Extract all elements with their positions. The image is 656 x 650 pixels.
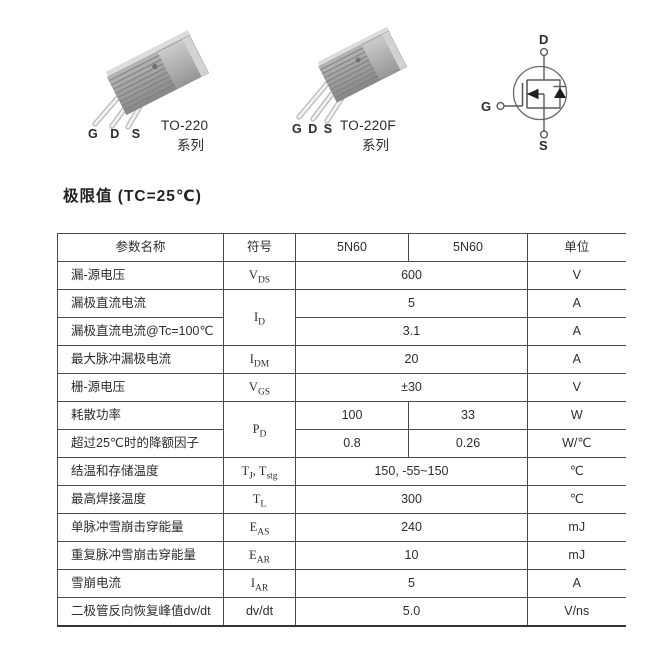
mosfet-symbol — [496, 47, 568, 139]
gate-terminal-icon — [496, 101, 505, 111]
param-name-cell: 栅-源电压 — [57, 373, 224, 402]
unit-cell: W — [527, 401, 626, 430]
param-name-cell: 漏-源电压 — [57, 261, 224, 290]
param-name-cell: 漏极直流电流@Tc=100℃ — [57, 317, 224, 346]
unit-cell: mJ — [527, 513, 626, 542]
unit-cell: ℃ — [527, 457, 626, 486]
unit-cell: W/℃ — [527, 429, 626, 458]
to220-body — [105, 30, 209, 116]
to220f-mounting-hole — [355, 57, 361, 63]
symbol-cell: ID — [223, 289, 296, 346]
to220-package-drawing: G D S TO-220 系列 — [88, 30, 209, 153]
value-cell: ±30 — [295, 373, 528, 402]
unit-cell: V — [527, 261, 626, 290]
value-cell: 600 — [295, 261, 528, 290]
channel-arrow-icon — [527, 88, 539, 100]
param-name-cell: 结温和存储温度 — [57, 457, 224, 486]
symbol-cell: TL — [223, 485, 296, 514]
unit-cell: A — [527, 289, 626, 318]
table-row: 漏-源电压 VDS 600 V — [57, 261, 626, 290]
value-cell: 240 — [295, 513, 528, 542]
gate-label: G — [481, 99, 491, 114]
table-row: 重复脉冲雪崩击穿能量 EAR 10 mJ — [57, 541, 626, 570]
mosfet-symbol-circle — [512, 65, 568, 121]
unit-cell: V — [527, 373, 626, 402]
table-row: 耗散功率 PD 100 33 W — [57, 401, 626, 458]
value-cell: 5.0 — [295, 597, 528, 627]
value-cell: 150, -55~150 — [295, 457, 528, 486]
symbol-cell: EAR — [223, 541, 296, 570]
table-header-row: 参数名称 符号 5N60 5N60 单位 — [57, 233, 626, 262]
unit-cell: ℃ — [527, 485, 626, 514]
param-name-cell: 漏极直流电流 — [57, 289, 224, 318]
param-name-cell: 二极管反向恢复峰值dv/dt — [57, 597, 224, 627]
param-name-cell: 超过25℃时的降额因子 — [57, 429, 224, 458]
unit-cell: A — [527, 345, 626, 374]
unit-cell: V/ns — [527, 597, 626, 627]
value-cell: 0.8 — [295, 429, 409, 458]
to220f-package-name: TO-220F — [340, 118, 396, 133]
header-cell: 符号 — [223, 233, 296, 262]
symbol-cell: IDM — [223, 345, 296, 374]
table-row: 雪崩电流 IAR 5 A — [57, 569, 626, 598]
to220-series-label: 系列 — [177, 138, 204, 153]
table-row: 二极管反向恢复峰值dv/dt dv/dt 5.0 V/ns — [57, 597, 626, 627]
section-title: 极限值 (TC=25℃) — [63, 188, 202, 205]
to220-mounting-hole — [152, 63, 158, 70]
param-name-cell: 雪崩电流 — [57, 569, 224, 598]
to220f-package-drawing: G D S TO-220F 系列 — [292, 26, 407, 153]
to220-package-name: TO-220 — [161, 118, 208, 133]
table-row: 栅-源电压 VGS ±30 V — [57, 373, 626, 402]
header-cell: 5N60 — [295, 233, 409, 262]
to220-pin-labels: G D S — [88, 127, 145, 141]
symbol-cell: TJ, Tstg — [223, 457, 296, 486]
value-cell: 5 — [295, 289, 528, 318]
table-row: 结温和存储温度 TJ, Tstg 150, -55~150 ℃ — [57, 457, 626, 486]
value-cell: 3.1 — [295, 317, 528, 346]
value-cell: 300 — [295, 485, 528, 514]
symbol-cell: EAS — [223, 513, 296, 542]
param-name-cell: 最高焊接温度 — [57, 485, 224, 514]
source-terminal-icon — [539, 130, 549, 139]
symbol-cell: PD — [223, 401, 296, 458]
value-cell: 0.26 — [408, 429, 528, 458]
to220f-body — [317, 26, 407, 103]
unit-cell: A — [527, 317, 626, 346]
value-cell: 5 — [295, 569, 528, 598]
param-name-cell: 耗散功率 — [57, 401, 224, 430]
value-cell: 20 — [295, 345, 528, 374]
param-name-cell: 单脉冲雪崩击穿能量 — [57, 513, 224, 542]
to220f-pin-labels: G D S — [292, 122, 334, 136]
header-graphics: G D S TO-220 系列 — [88, 26, 568, 153]
symbol-cell: VGS — [223, 373, 296, 402]
unit-cell: A — [527, 569, 626, 598]
value-cell: 100 — [295, 401, 409, 430]
symbol-cell: IAR — [223, 569, 296, 598]
param-name-cell: 重复脉冲雪崩击穿能量 — [57, 541, 224, 570]
drain-terminal-icon — [539, 47, 549, 57]
to220f-series-label: 系列 — [362, 138, 389, 153]
table-row: 超过25℃时的降额因子 0.8 0.26 W/℃ — [57, 429, 626, 458]
unit-cell: mJ — [527, 541, 626, 570]
header-cell: 5N60 — [408, 233, 528, 262]
value-cell: 33 — [408, 401, 528, 430]
table-row: 漏极直流电流 ID 5 A — [57, 289, 626, 346]
table-row: 最大脉冲漏极电流 IDM 20 A — [57, 345, 626, 374]
body-diode-icon — [554, 87, 566, 98]
drain-label: D — [539, 32, 548, 47]
table-row: 漏极直流电流@Tc=100℃ 3.1 A — [57, 317, 626, 346]
ratings-table: 参数名称 符号 5N60 5N60 单位 漏-源电压 VDS 600 V 漏极直… — [57, 233, 626, 627]
table-row: 单脉冲雪崩击穿能量 EAS 240 mJ — [57, 513, 626, 542]
header-cell: 参数名称 — [57, 233, 224, 262]
symbol-cell: dv/dt — [223, 597, 296, 627]
header-cell: 单位 — [527, 233, 626, 262]
symbol-cell: VDS — [223, 261, 296, 290]
source-label: S — [539, 138, 548, 153]
param-name-cell: 最大脉冲漏极电流 — [57, 345, 224, 374]
table-row: 最高焊接温度 TL 300 ℃ — [57, 485, 626, 514]
value-cell: 10 — [295, 541, 528, 570]
